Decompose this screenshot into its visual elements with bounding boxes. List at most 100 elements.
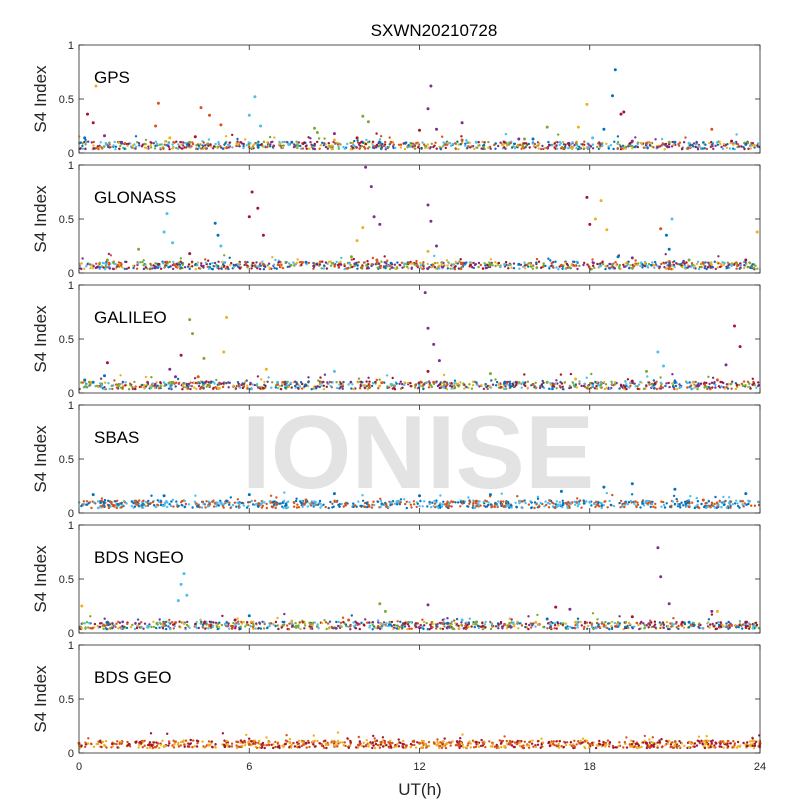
data-point — [213, 261, 217, 265]
data-point — [725, 506, 728, 509]
data-point — [679, 385, 683, 389]
data-point — [505, 504, 509, 507]
data-point — [633, 502, 636, 505]
data-point — [118, 147, 121, 151]
data-point — [236, 501, 239, 504]
data-point — [481, 267, 485, 270]
data-point — [247, 113, 251, 117]
data-point — [384, 265, 387, 268]
data-point — [183, 266, 187, 269]
data-point — [376, 266, 379, 269]
data-point — [716, 143, 720, 146]
data-point — [414, 386, 417, 389]
data-point — [593, 387, 597, 390]
data-point — [147, 624, 151, 628]
data-point — [105, 361, 109, 365]
data-point — [388, 143, 391, 146]
data-point — [303, 622, 306, 625]
data-point — [573, 739, 576, 742]
data-point — [627, 626, 630, 630]
data-point — [275, 267, 278, 270]
data-point — [602, 127, 606, 131]
series-5 — [378, 602, 478, 624]
data-point — [281, 381, 284, 384]
data-point — [300, 387, 304, 390]
data-point — [682, 504, 685, 507]
data-point — [725, 267, 728, 270]
data-point — [87, 380, 91, 384]
data-point — [393, 384, 396, 387]
data-point — [195, 144, 198, 147]
data-point — [640, 261, 643, 264]
data-point — [454, 501, 457, 504]
data-point — [460, 623, 463, 627]
data-point — [682, 141, 686, 144]
data-point — [610, 624, 613, 628]
data-point — [504, 132, 508, 136]
y-tick-label: 0 — [68, 388, 74, 400]
data-point — [549, 259, 552, 262]
data-point — [516, 495, 519, 498]
data-point — [583, 382, 586, 385]
data-point — [524, 501, 527, 505]
data-point — [693, 386, 696, 389]
data-point — [332, 138, 336, 142]
data-point — [346, 142, 349, 146]
data-point — [509, 504, 513, 507]
data-point — [285, 624, 289, 627]
data-point — [309, 137, 312, 140]
data-point — [172, 505, 175, 508]
data-point — [81, 257, 84, 260]
data-point — [176, 599, 180, 603]
data-point — [329, 264, 333, 267]
data-point — [103, 134, 106, 138]
data-point — [540, 737, 543, 740]
data-point — [153, 384, 156, 387]
data-point — [348, 625, 352, 628]
data-point — [508, 382, 512, 386]
data-point — [321, 260, 324, 263]
data-point — [636, 385, 639, 388]
data-point — [555, 266, 558, 269]
data-point — [159, 503, 163, 507]
data-point — [352, 621, 355, 624]
data-point — [559, 147, 563, 150]
data-point — [678, 141, 682, 144]
data-point — [619, 145, 622, 148]
data-point — [660, 137, 664, 141]
data-point — [257, 144, 261, 147]
data-point — [739, 500, 742, 503]
data-point — [440, 505, 444, 508]
data-point — [312, 621, 315, 624]
data-point — [156, 623, 159, 626]
series-7 — [86, 110, 734, 143]
data-point — [506, 624, 509, 627]
data-point — [701, 261, 705, 265]
data-point — [85, 500, 89, 503]
data-point — [395, 627, 399, 630]
data-point — [418, 494, 421, 498]
data-point — [302, 141, 305, 145]
data-point — [468, 500, 472, 503]
plot-area — [79, 285, 760, 393]
data-point — [470, 625, 473, 628]
data-point — [691, 381, 694, 384]
data-point — [713, 502, 716, 506]
data-point — [295, 497, 298, 500]
data-point — [301, 382, 304, 386]
data-point — [562, 622, 565, 625]
data-point — [171, 147, 174, 150]
data-point — [416, 502, 419, 505]
data-point — [494, 503, 497, 506]
data-point — [103, 617, 106, 620]
data-point — [636, 145, 639, 149]
data-point — [555, 144, 558, 147]
data-point — [81, 381, 85, 384]
data-point — [490, 379, 493, 382]
data-point — [497, 382, 501, 386]
data-point — [578, 264, 581, 268]
data-point — [729, 504, 732, 508]
data-point — [671, 140, 674, 144]
data-point — [318, 263, 322, 266]
